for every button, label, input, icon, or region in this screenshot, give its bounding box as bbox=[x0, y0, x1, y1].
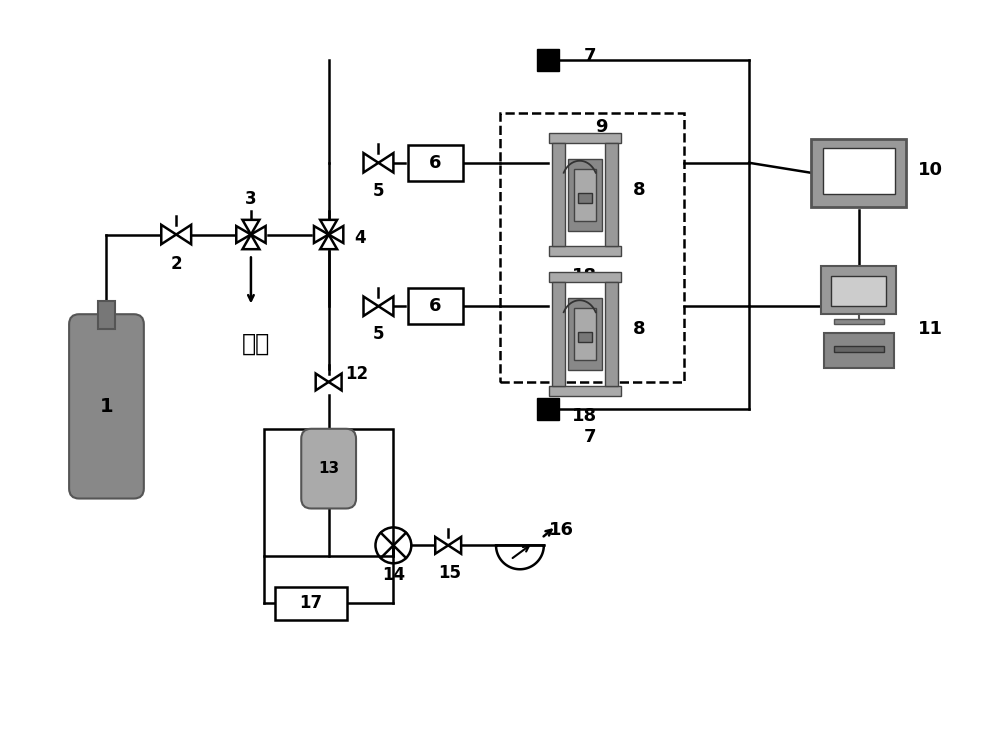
Polygon shape bbox=[496, 545, 544, 569]
Text: 1: 1 bbox=[100, 397, 113, 416]
Bar bbox=[574, 308, 596, 360]
Text: 7: 7 bbox=[583, 47, 596, 65]
Bar bbox=[500, 113, 684, 382]
Polygon shape bbox=[364, 297, 378, 316]
Text: 7: 7 bbox=[583, 428, 596, 446]
Polygon shape bbox=[435, 537, 448, 554]
Bar bbox=[552, 143, 565, 246]
Bar bbox=[574, 169, 596, 220]
Text: 11: 11 bbox=[918, 320, 943, 339]
Bar bbox=[275, 587, 347, 620]
Bar bbox=[823, 148, 895, 193]
Bar bbox=[834, 346, 884, 352]
Bar bbox=[98, 301, 115, 329]
Polygon shape bbox=[236, 226, 251, 243]
Polygon shape bbox=[316, 373, 329, 391]
Polygon shape bbox=[320, 234, 337, 249]
Text: 16: 16 bbox=[549, 522, 574, 539]
Text: 9: 9 bbox=[595, 118, 608, 136]
Bar bbox=[264, 429, 393, 557]
Polygon shape bbox=[251, 226, 266, 243]
Bar bbox=[552, 282, 565, 386]
Bar bbox=[537, 398, 559, 420]
Polygon shape bbox=[329, 226, 343, 243]
Bar bbox=[537, 49, 559, 71]
Bar bbox=[578, 193, 592, 202]
Polygon shape bbox=[320, 219, 337, 234]
Polygon shape bbox=[242, 234, 259, 249]
Text: 15: 15 bbox=[439, 564, 462, 583]
Text: 空气: 空气 bbox=[242, 332, 270, 356]
Bar bbox=[821, 266, 896, 314]
FancyBboxPatch shape bbox=[301, 429, 356, 508]
Text: 18: 18 bbox=[572, 407, 597, 425]
Bar bbox=[811, 139, 906, 207]
Text: 12: 12 bbox=[345, 365, 368, 383]
Polygon shape bbox=[161, 225, 176, 244]
Text: 5: 5 bbox=[373, 325, 384, 343]
Bar bbox=[824, 333, 894, 368]
Bar bbox=[549, 386, 621, 396]
Bar bbox=[568, 298, 602, 370]
Polygon shape bbox=[176, 225, 191, 244]
Polygon shape bbox=[364, 153, 378, 173]
Polygon shape bbox=[329, 373, 342, 391]
Bar bbox=[408, 289, 463, 324]
Text: 6: 6 bbox=[429, 154, 441, 172]
Polygon shape bbox=[378, 297, 393, 316]
Text: 3: 3 bbox=[245, 190, 257, 208]
Text: 8: 8 bbox=[633, 181, 646, 199]
FancyBboxPatch shape bbox=[69, 314, 144, 498]
Bar bbox=[549, 246, 621, 257]
Bar bbox=[834, 319, 884, 324]
Text: 17: 17 bbox=[299, 594, 322, 612]
Polygon shape bbox=[314, 226, 329, 243]
Text: 4: 4 bbox=[355, 228, 366, 246]
Text: 5: 5 bbox=[373, 182, 384, 199]
Text: 6: 6 bbox=[429, 298, 441, 315]
Bar bbox=[578, 332, 592, 342]
Text: 8: 8 bbox=[633, 320, 646, 339]
Polygon shape bbox=[448, 537, 461, 554]
Bar bbox=[549, 272, 621, 282]
Text: 13: 13 bbox=[318, 461, 339, 476]
Polygon shape bbox=[378, 153, 393, 173]
Bar bbox=[549, 133, 621, 143]
Text: 10: 10 bbox=[918, 161, 943, 179]
Text: 2: 2 bbox=[170, 255, 182, 273]
Bar bbox=[568, 158, 602, 231]
Bar bbox=[605, 282, 618, 386]
Text: 18: 18 bbox=[572, 267, 597, 286]
Text: 14: 14 bbox=[382, 566, 405, 584]
Bar bbox=[605, 143, 618, 246]
Polygon shape bbox=[242, 219, 259, 234]
Bar bbox=[408, 145, 463, 181]
Bar bbox=[831, 276, 886, 307]
